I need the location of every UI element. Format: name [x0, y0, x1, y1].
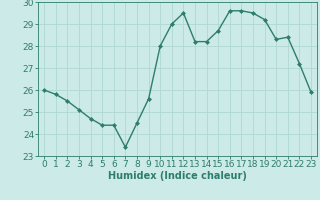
X-axis label: Humidex (Indice chaleur): Humidex (Indice chaleur) — [108, 171, 247, 181]
